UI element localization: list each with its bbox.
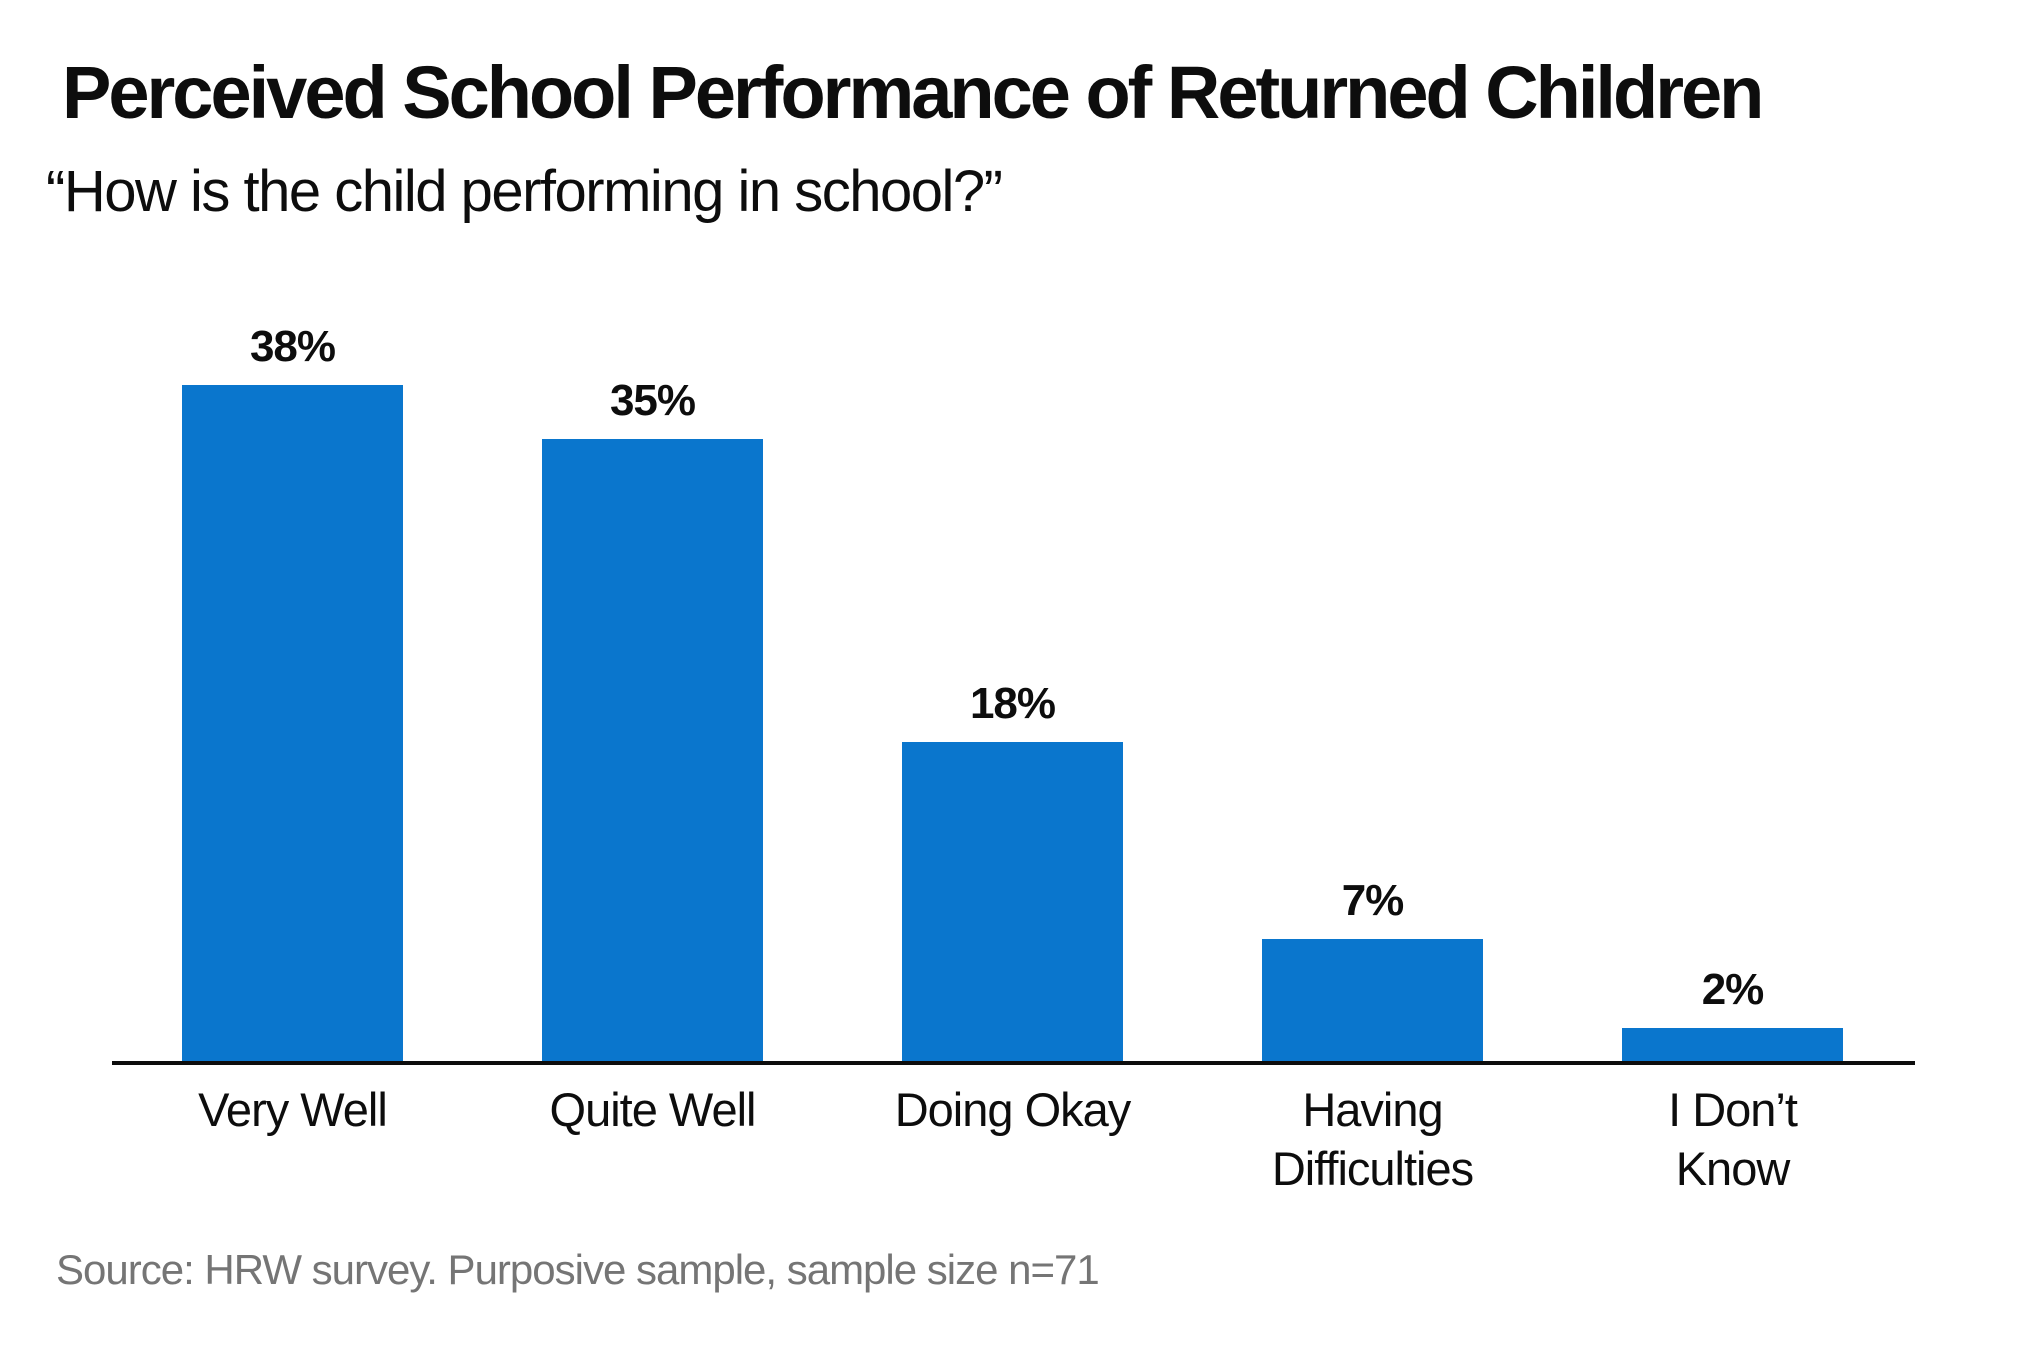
bar-value-label: 2%: [1701, 965, 1765, 1014]
bar-category-label: Very Well: [113, 1080, 473, 1139]
bar-value-label: 7%: [1341, 876, 1405, 925]
bar: [1622, 1028, 1843, 1064]
bar-category-label-line: Know: [1675, 1142, 1791, 1195]
bar-category-label: Having Difficulties: [1193, 1080, 1553, 1198]
bar-category-label: Doing Okay: [833, 1080, 1193, 1139]
bar-category-label-line: Quite Well: [549, 1083, 757, 1136]
chart-subtitle: “How is the child performing in school?”: [46, 159, 1003, 224]
bar: [542, 439, 763, 1064]
source-note: Source: HRW survey. Purposive sample, sa…: [56, 1246, 1100, 1293]
bar: [182, 385, 403, 1064]
bar-value-label: 35%: [609, 376, 696, 425]
bar-value-label: 38%: [249, 322, 336, 371]
bar-category-label: I Don’t Know: [1553, 1080, 1913, 1198]
bar: [902, 742, 1123, 1064]
bar-category-label-line: I Don’t: [1668, 1083, 1798, 1136]
bar-category-label-line: Difficulties: [1271, 1142, 1474, 1195]
bar: [1262, 939, 1483, 1064]
bar-category-label-line: Having: [1302, 1083, 1443, 1136]
chart-title: Perceived School Performance of Returned…: [62, 51, 1764, 134]
bar-category-label-line: Doing Okay: [894, 1083, 1132, 1136]
bar-category-label-line: Very Well: [198, 1083, 388, 1136]
bar-value-label: 18%: [969, 679, 1056, 728]
x-axis-line: [112, 1061, 1915, 1065]
bar-category-label: Quite Well: [473, 1080, 833, 1139]
